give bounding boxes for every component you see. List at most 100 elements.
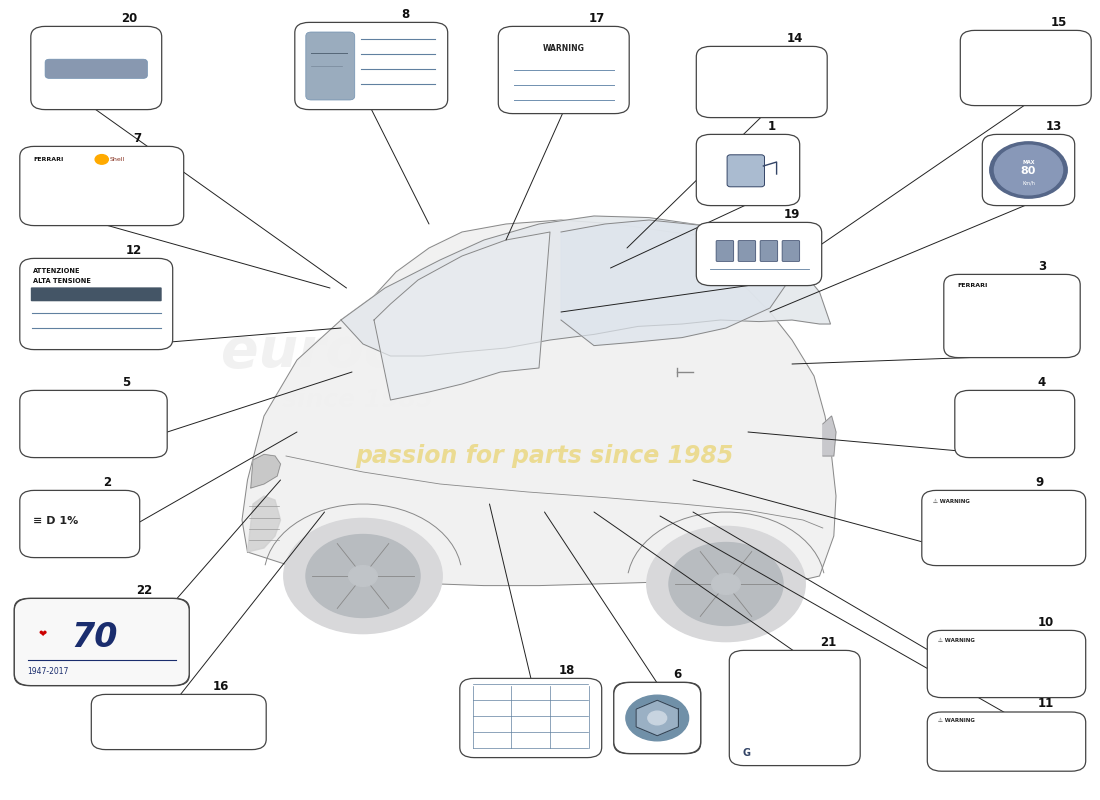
Circle shape	[669, 542, 783, 626]
FancyBboxPatch shape	[506, 32, 621, 108]
Text: 2: 2	[103, 476, 111, 489]
Text: 19: 19	[783, 208, 800, 221]
Text: 8: 8	[402, 8, 409, 21]
Text: ATTENZIONE: ATTENZIONE	[33, 269, 80, 274]
Polygon shape	[248, 496, 280, 552]
Text: eurocars: eurocars	[221, 325, 494, 379]
Text: 1: 1	[768, 120, 776, 133]
FancyBboxPatch shape	[716, 241, 734, 262]
Text: ⚠ WARNING: ⚠ WARNING	[933, 499, 970, 504]
FancyBboxPatch shape	[704, 52, 820, 112]
Circle shape	[648, 711, 667, 725]
FancyBboxPatch shape	[696, 134, 800, 206]
Circle shape	[284, 518, 442, 634]
Text: ≡ D 1%: ≡ D 1%	[33, 516, 78, 526]
FancyBboxPatch shape	[960, 30, 1091, 106]
FancyBboxPatch shape	[14, 598, 189, 686]
Text: 12: 12	[125, 244, 142, 257]
Text: FERRARI: FERRARI	[957, 283, 988, 288]
FancyBboxPatch shape	[704, 228, 814, 280]
FancyBboxPatch shape	[295, 22, 448, 110]
FancyBboxPatch shape	[962, 396, 1067, 452]
FancyBboxPatch shape	[927, 712, 1086, 771]
FancyBboxPatch shape	[696, 46, 827, 118]
Text: 18: 18	[558, 664, 574, 677]
FancyBboxPatch shape	[955, 390, 1075, 458]
Circle shape	[349, 566, 377, 586]
FancyBboxPatch shape	[31, 287, 162, 302]
FancyBboxPatch shape	[737, 656, 852, 760]
FancyBboxPatch shape	[498, 26, 629, 114]
FancyBboxPatch shape	[944, 274, 1080, 358]
FancyBboxPatch shape	[31, 26, 162, 110]
Text: 17: 17	[590, 12, 605, 25]
FancyBboxPatch shape	[704, 140, 792, 200]
Text: WARNING: WARNING	[542, 44, 585, 53]
FancyBboxPatch shape	[968, 36, 1084, 100]
Text: 22: 22	[136, 584, 152, 597]
FancyBboxPatch shape	[922, 490, 1086, 566]
FancyBboxPatch shape	[28, 152, 176, 220]
FancyBboxPatch shape	[782, 241, 800, 262]
Circle shape	[990, 142, 1067, 198]
FancyBboxPatch shape	[460, 678, 602, 758]
Text: G: G	[742, 748, 750, 758]
FancyBboxPatch shape	[306, 32, 354, 100]
FancyBboxPatch shape	[982, 134, 1075, 206]
Text: 5: 5	[122, 376, 131, 389]
FancyBboxPatch shape	[738, 241, 756, 262]
Text: 7: 7	[134, 132, 142, 145]
Text: Km/h: Km/h	[1022, 180, 1035, 185]
Text: Shell: Shell	[110, 157, 125, 162]
Text: 1947-2017: 1947-2017	[28, 667, 69, 676]
FancyBboxPatch shape	[99, 700, 258, 744]
FancyBboxPatch shape	[20, 390, 167, 458]
FancyBboxPatch shape	[760, 241, 778, 262]
Text: 20: 20	[121, 12, 138, 25]
Text: since 1985: since 1985	[282, 388, 433, 412]
Text: 16: 16	[213, 680, 229, 693]
Text: 15: 15	[1050, 16, 1067, 29]
Text: ⚠ WARNING: ⚠ WARNING	[938, 718, 976, 723]
Text: 3: 3	[1038, 260, 1046, 273]
Circle shape	[994, 146, 1063, 194]
Text: 70: 70	[72, 622, 118, 654]
FancyBboxPatch shape	[45, 59, 147, 78]
Text: FERRARI: FERRARI	[33, 157, 64, 162]
Text: ⚠ WARNING: ⚠ WARNING	[938, 638, 976, 643]
FancyBboxPatch shape	[28, 396, 160, 452]
FancyBboxPatch shape	[20, 146, 184, 226]
FancyBboxPatch shape	[729, 650, 860, 766]
FancyBboxPatch shape	[20, 258, 173, 350]
Text: ❤: ❤	[39, 629, 47, 638]
Circle shape	[626, 695, 689, 741]
Text: ALTA TENSIONE: ALTA TENSIONE	[33, 278, 91, 284]
FancyBboxPatch shape	[935, 718, 1078, 766]
FancyBboxPatch shape	[952, 280, 1072, 352]
Text: 11: 11	[1037, 698, 1054, 710]
FancyBboxPatch shape	[727, 154, 764, 187]
Text: 13: 13	[1046, 120, 1063, 133]
Circle shape	[640, 706, 674, 730]
FancyBboxPatch shape	[468, 684, 594, 752]
Text: passion for parts since 1985: passion for parts since 1985	[355, 444, 734, 468]
Text: MAX: MAX	[1022, 161, 1035, 166]
Text: 21: 21	[821, 636, 836, 649]
FancyBboxPatch shape	[935, 636, 1078, 692]
FancyBboxPatch shape	[20, 490, 140, 558]
FancyBboxPatch shape	[14, 598, 189, 686]
Text: 4: 4	[1037, 376, 1046, 389]
FancyBboxPatch shape	[302, 28, 440, 104]
FancyBboxPatch shape	[927, 630, 1086, 698]
Circle shape	[306, 534, 420, 618]
Polygon shape	[251, 454, 280, 488]
FancyBboxPatch shape	[91, 694, 266, 750]
Polygon shape	[242, 220, 836, 586]
Polygon shape	[561, 220, 792, 346]
Polygon shape	[341, 216, 830, 356]
FancyBboxPatch shape	[696, 222, 822, 286]
FancyBboxPatch shape	[28, 496, 132, 552]
FancyBboxPatch shape	[930, 496, 1078, 560]
Circle shape	[712, 574, 740, 594]
Text: 9: 9	[1036, 476, 1044, 489]
